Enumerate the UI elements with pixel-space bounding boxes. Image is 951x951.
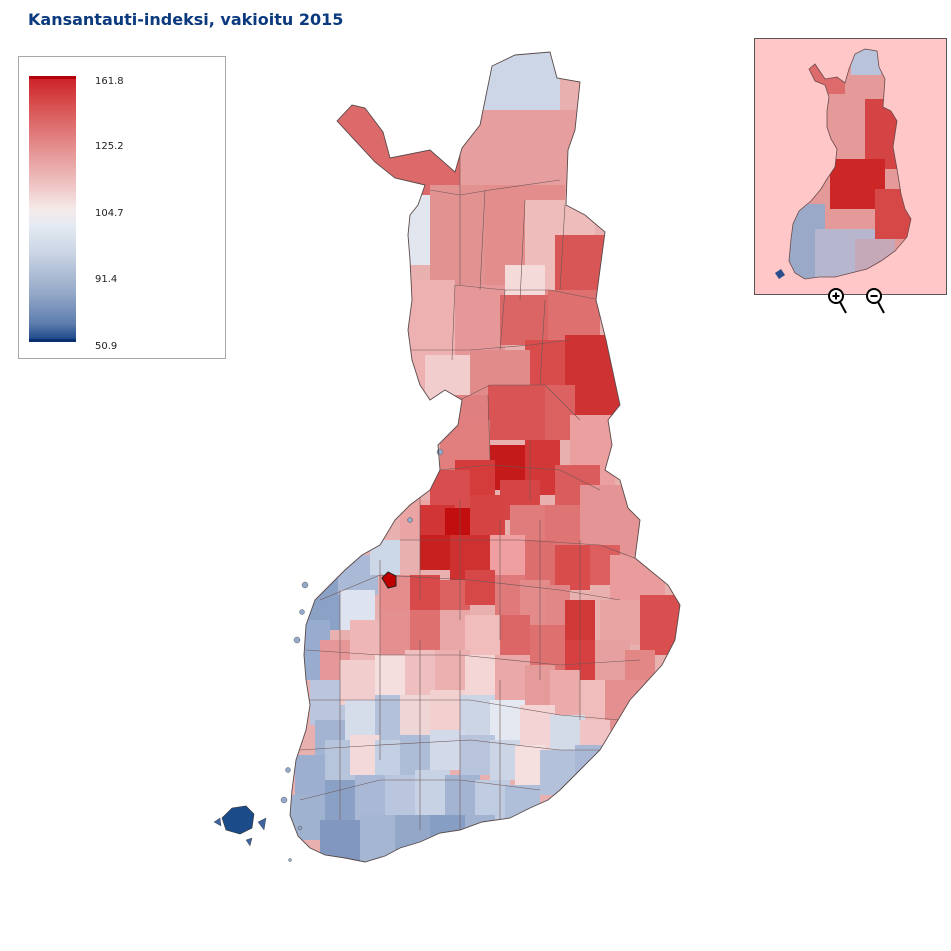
color-legend: 161.8 125.2 104.7 91.4 50.9 [18,56,226,359]
municipality-borders [299,150,641,830]
legend-label-low: 91.4 [95,274,118,285]
overview-map[interactable] [754,38,947,295]
zoom-in-icon[interactable] [826,286,852,316]
legend-color-ramp [29,76,76,342]
overview-map-graphic [775,48,912,280]
highlighted-municipality[interactable] [381,571,397,589]
map-title: Kansantauti-indeksi, vakioitu 2015 [28,10,344,29]
aland-islands [213,805,267,847]
legend-label-high: 125.2 [95,141,124,152]
legend-label-min: 50.9 [95,341,118,352]
zoom-out-icon[interactable] [864,286,890,316]
legend-label-max: 161.8 [95,76,124,87]
legend-label-mid: 104.7 [95,208,124,219]
municipality-regions [290,52,680,862]
finland-outline [289,51,681,863]
